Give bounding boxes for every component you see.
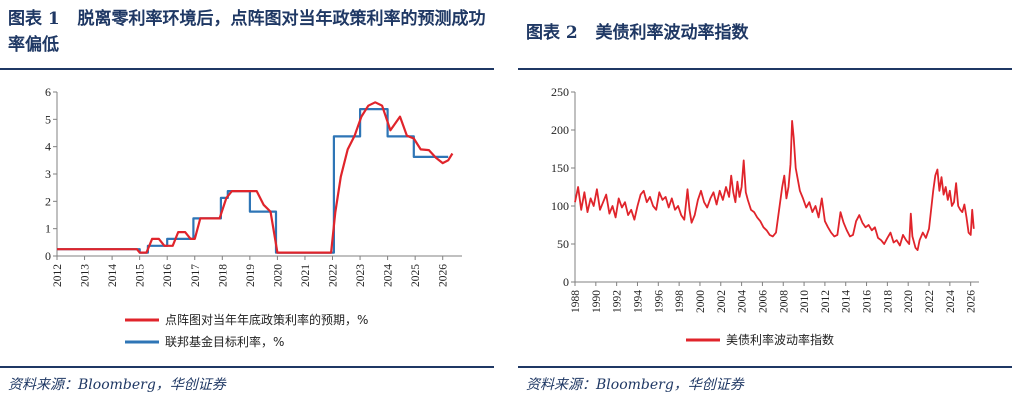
y-tick-label: 0	[45, 249, 51, 263]
y-tick-label: 4	[45, 140, 51, 154]
title-divider-left	[0, 68, 494, 70]
x-tick-label: 1988	[570, 290, 582, 313]
legend-label: 联邦基金目标利率，%	[165, 334, 284, 349]
y-tick-label: 1	[45, 222, 51, 236]
y-tick-label: 2	[45, 194, 51, 208]
x-tick-label: 1996	[653, 290, 665, 313]
x-tick-label: 2026	[966, 290, 978, 313]
x-tick-label: 2024	[945, 290, 957, 313]
x-tick-label: 2018	[882, 290, 894, 313]
x-tick-label: 2010	[799, 290, 811, 313]
source-divider-right	[518, 366, 1012, 368]
chart-panel-left: 图表 1 脱离零利率环境后，点阵图对当年政策利率的预测成功率偏低 0 1 2 3 4 5 6…	[0, 0, 500, 400]
x-tick-label: 2017	[190, 264, 202, 287]
x-tick-label: 2006	[757, 290, 769, 313]
x-tick-label: 2004	[737, 290, 749, 313]
title-divider-right	[518, 68, 1012, 70]
y-tick-label: 150	[551, 161, 569, 175]
chart-panel-right: 图表 2 美债利率波动率指数 0 50 100 150 200 250 1988 1990 19…	[518, 0, 1024, 400]
x-tick-label: 2019	[245, 264, 257, 287]
x-tick-label: 2024	[383, 264, 395, 287]
x-tick-label: 2025	[410, 264, 422, 287]
legend-label: 美债利率波动率指数	[726, 332, 834, 347]
x-tick-label: 2022	[328, 264, 340, 287]
y-tick-label: 5	[45, 112, 51, 126]
chart-title-right: 图表 2 美债利率波动率指数	[526, 23, 749, 43]
chart-title-left: 图表 1 脱离零利率环境后，点阵图对当年政策利率的预测成功率偏低	[8, 9, 486, 55]
x-tick-label: 2026	[438, 264, 450, 287]
source-note-left: 资料来源：Bloomberg，华创证券	[8, 377, 226, 393]
x-tick-label: 2016	[862, 290, 874, 313]
y-tick-label: 6	[45, 85, 51, 99]
line-chart-right: 0 50 100 150 200 250 1988 1990 1992 1994 1996 1998 2…	[551, 85, 979, 347]
x-tick-label: 2002	[716, 290, 728, 313]
x-tick-label: 1998	[674, 290, 686, 313]
x-tick-label: 2022	[924, 290, 936, 313]
x-tick-label: 2021	[300, 264, 312, 287]
y-tick-label: 0	[563, 275, 569, 289]
x-tick-label: 2015	[135, 264, 147, 287]
x-tick-label: 1990	[591, 290, 603, 313]
x-tick-label: 2014	[841, 290, 853, 313]
y-tick-label: 50	[557, 237, 569, 251]
source-divider-left	[0, 366, 494, 368]
x-tick-label: 2023	[355, 264, 367, 287]
source-note-right: 资料来源：Bloomberg，华创证券	[526, 377, 744, 393]
x-tick-label: 2012	[820, 290, 832, 313]
y-tick-label: 200	[551, 123, 569, 137]
y-tick-label: 250	[551, 85, 569, 99]
y-tick-label: 100	[551, 199, 569, 213]
x-tick-label: 2000	[695, 290, 707, 313]
x-tick-label: 2012	[52, 264, 64, 287]
x-tick-label: 2018	[217, 264, 229, 287]
x-tick-label: 2014	[107, 264, 119, 287]
x-tick-label: 1994	[632, 290, 644, 313]
x-tick-label: 2008	[778, 290, 790, 313]
x-tick-label: 2016	[162, 264, 174, 287]
series-line	[574, 120, 975, 251]
x-tick-label: 2020	[903, 290, 915, 313]
x-tick-label: 2020	[272, 264, 284, 287]
x-tick-label: 2013	[80, 264, 92, 287]
series-line	[57, 101, 454, 254]
x-tick-label: 1992	[612, 290, 624, 313]
line-chart-left: 0 1 2 3 4 5 6 2012 2013 2014 2015 2016 2017 2018 2019 2…	[45, 85, 462, 349]
legend-label: 点阵图对当年年底政策利率的预期，%	[165, 312, 368, 327]
y-tick-label: 3	[45, 167, 51, 181]
